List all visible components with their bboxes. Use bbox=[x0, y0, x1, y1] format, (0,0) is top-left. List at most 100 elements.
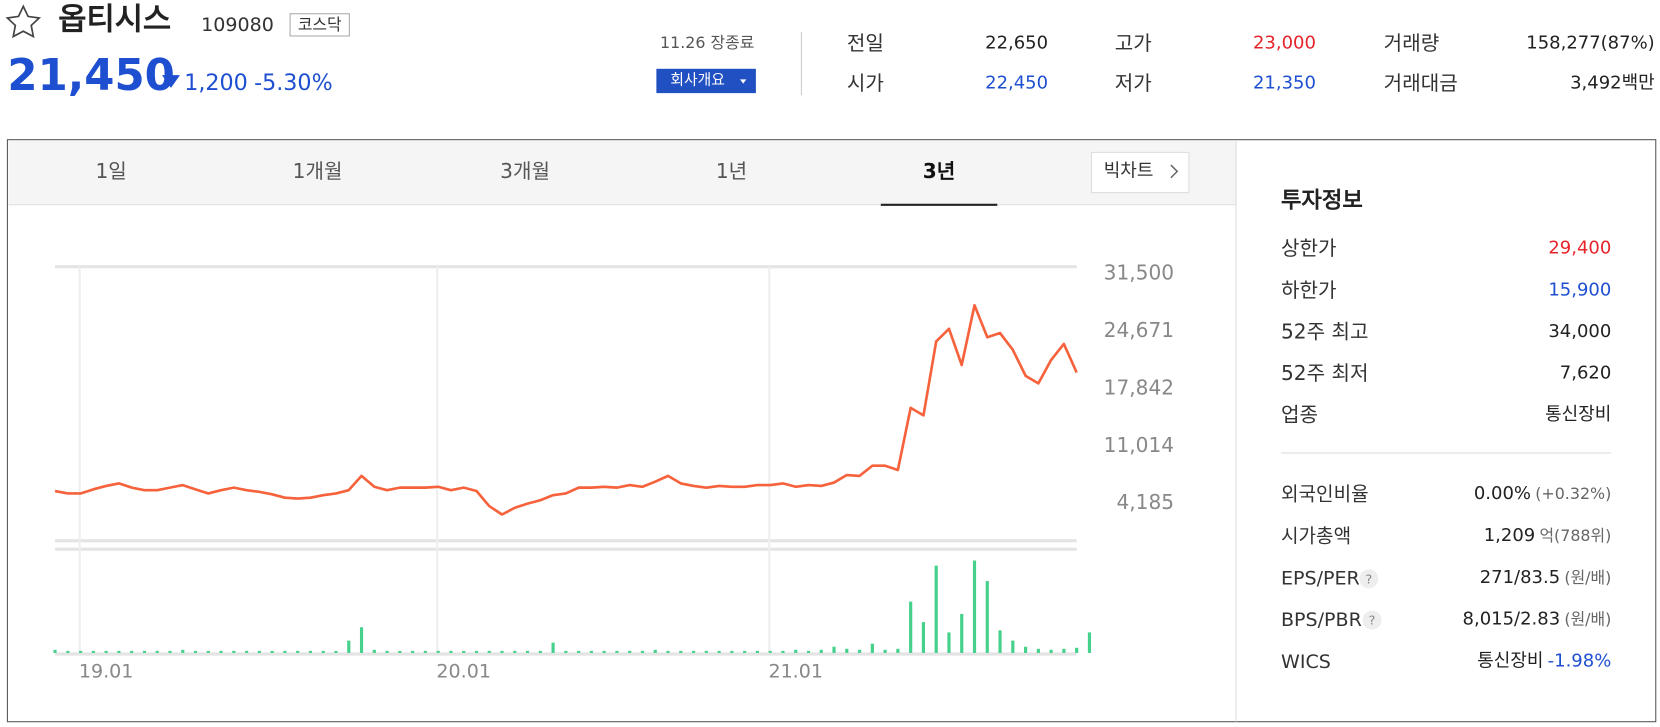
price: 21,450 bbox=[7, 51, 174, 101]
volume-bar bbox=[666, 650, 670, 653]
stat-value: 21,350 bbox=[1253, 73, 1316, 94]
volume-bar bbox=[845, 648, 849, 653]
volume-bar bbox=[321, 650, 325, 653]
invest-value: 1,209 억(788위) bbox=[1484, 525, 1612, 546]
bigchart-label: 빅차트 bbox=[1104, 160, 1154, 181]
stat-label: 시가 bbox=[847, 71, 884, 95]
stat-label: 거래대금 bbox=[1384, 71, 1458, 95]
invest-label: BPS/PBR bbox=[1281, 609, 1362, 631]
volume-bar bbox=[806, 650, 811, 653]
volume-bar bbox=[577, 650, 581, 653]
volume-bar bbox=[909, 601, 913, 653]
volume-bar bbox=[423, 650, 427, 653]
volume-bar bbox=[743, 650, 747, 653]
volume-bar bbox=[155, 650, 159, 653]
volume-bar bbox=[1024, 646, 1028, 653]
market-status: 11.26 장종료 bbox=[660, 33, 754, 52]
tab[interactable]: 1년 bbox=[716, 159, 747, 183]
volume-bar bbox=[640, 650, 645, 653]
volume-bar bbox=[589, 650, 593, 653]
volume-bar bbox=[104, 650, 108, 653]
volume-bar bbox=[551, 642, 555, 653]
volume-bar bbox=[1049, 649, 1053, 653]
help-icon-mark: ? bbox=[1365, 571, 1372, 586]
volume-bar bbox=[181, 649, 185, 653]
company-button[interactable] bbox=[656, 68, 756, 94]
volume-bar bbox=[398, 650, 402, 653]
volume-bar bbox=[1087, 632, 1092, 653]
invest-label: WICS bbox=[1281, 651, 1331, 673]
volume-bar bbox=[117, 650, 121, 653]
volume-bar bbox=[79, 650, 83, 653]
invest-label: 하한가 bbox=[1281, 278, 1337, 302]
stat-value: 23,000 bbox=[1253, 32, 1316, 53]
invest-value-main: 271/83.5 bbox=[1480, 567, 1560, 588]
market-badge bbox=[289, 13, 350, 37]
volume-bar bbox=[704, 650, 708, 653]
volume-bar bbox=[883, 649, 887, 653]
volume-bar bbox=[168, 650, 172, 653]
tab[interactable]: 1일 bbox=[96, 159, 127, 183]
volume-bar bbox=[411, 650, 415, 653]
volume-bar bbox=[53, 649, 57, 653]
help-icon[interactable] bbox=[1362, 610, 1382, 630]
invest-value-note: (+0.32%) bbox=[1535, 484, 1611, 503]
volume-bar bbox=[487, 650, 491, 653]
stat-label: 거래량 bbox=[1384, 31, 1440, 55]
tab[interactable]: 3개월 bbox=[500, 159, 550, 183]
y-tick-label: 4,185 bbox=[1116, 490, 1174, 514]
invest-value-main: 8,015/2.83 bbox=[1463, 609, 1561, 630]
invest-value-main: 통신장비 bbox=[1477, 650, 1543, 671]
volume-bar bbox=[474, 650, 479, 653]
volume-bar bbox=[794, 649, 798, 653]
invest-label: 업종 bbox=[1281, 403, 1318, 427]
volume-bar bbox=[245, 650, 249, 653]
stat-value: 22,650 bbox=[985, 32, 1048, 53]
favorite-star[interactable] bbox=[5, 4, 42, 39]
volume-bar bbox=[870, 643, 874, 653]
volume-bar bbox=[513, 650, 517, 653]
volume-bar bbox=[985, 581, 989, 653]
volume-bar bbox=[142, 650, 147, 653]
invest-label: EPS/PER bbox=[1281, 567, 1360, 589]
volume-bar bbox=[308, 650, 313, 653]
volume-bar bbox=[1036, 648, 1040, 653]
stat-value-number: 3,492 bbox=[1570, 73, 1622, 94]
stat-value-unit: 백만 bbox=[1622, 73, 1655, 94]
volume-bar bbox=[896, 648, 900, 653]
volume-bar bbox=[462, 650, 466, 653]
stat-value: 3,492백만 bbox=[1570, 73, 1655, 94]
company-button-label: 회사개요 bbox=[670, 71, 724, 88]
volume-bar bbox=[359, 627, 364, 653]
stock-code: 109080 bbox=[201, 14, 274, 36]
volume-bar bbox=[998, 630, 1002, 653]
invest-value: 통신장비 -1.98% bbox=[1477, 650, 1611, 671]
volume-bar bbox=[334, 650, 338, 653]
volume-bar bbox=[206, 650, 210, 653]
help-icon[interactable] bbox=[1359, 569, 1379, 589]
invest-label: 상한가 bbox=[1281, 236, 1337, 260]
volume-bar bbox=[372, 649, 376, 653]
bigchart-button[interactable] bbox=[1090, 151, 1190, 194]
y-tick-label: 17,842 bbox=[1104, 375, 1174, 399]
market: 코스닥 bbox=[298, 15, 342, 34]
volume-bar bbox=[1062, 648, 1066, 653]
invest-value-note: -1.98% bbox=[1548, 650, 1612, 671]
volume-bar bbox=[717, 650, 721, 653]
volume-bar bbox=[347, 640, 351, 653]
volume-bar bbox=[500, 650, 504, 653]
volume-bar bbox=[449, 650, 453, 653]
tab-selected[interactable]: 3년 bbox=[923, 159, 956, 183]
volume-bar bbox=[66, 650, 70, 653]
volume-bar bbox=[385, 650, 389, 653]
volume-bar bbox=[755, 650, 760, 653]
volume-bar bbox=[628, 650, 632, 653]
volume-bar bbox=[1075, 647, 1079, 653]
volume-bar bbox=[538, 650, 542, 653]
change-rate: -5.30% bbox=[254, 70, 333, 96]
down-arrow bbox=[161, 75, 180, 88]
volume-bar bbox=[193, 650, 198, 653]
tab[interactable]: 1개월 bbox=[293, 159, 343, 183]
stat-label: 저가 bbox=[1115, 71, 1152, 95]
